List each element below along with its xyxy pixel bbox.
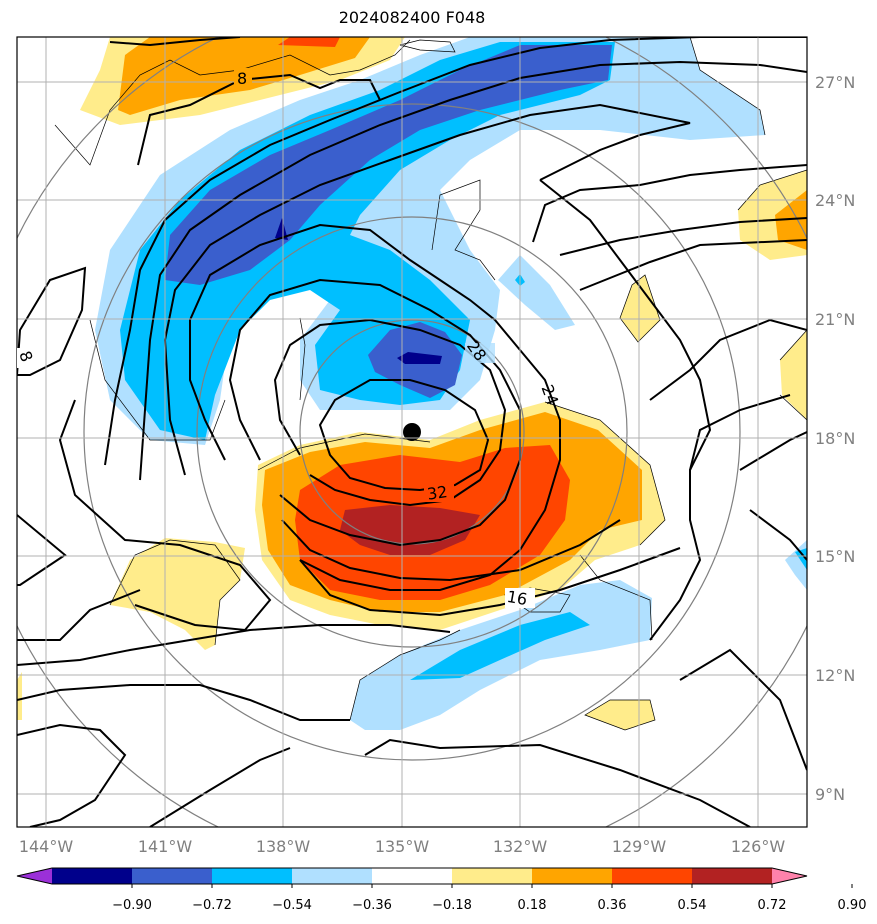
lat-label: 21°N bbox=[815, 310, 855, 329]
positive-east-small bbox=[620, 275, 660, 342]
colorbar-tick-label: −0.54 bbox=[272, 898, 312, 913]
colorbar-extend-low bbox=[17, 868, 52, 884]
colorbar-ticks: −0.90 −0.72 −0.54 −0.36 −0.18 0.18 0.36 0.54 0.7… bbox=[112, 884, 866, 913]
colorbar-extend-high bbox=[772, 868, 807, 884]
colorbar-outline bbox=[16, 867, 808, 885]
colorbar-tick-label: 0.36 bbox=[598, 898, 627, 913]
lat-label: 9°N bbox=[815, 785, 845, 804]
colorbar-segment bbox=[692, 868, 773, 884]
thin-contours bbox=[54, 37, 807, 731]
colorbar-tick-label: 0.18 bbox=[518, 898, 547, 913]
longitude-labels: 144°W 141°W 138°W 135°W 132°W 129°W 126°… bbox=[19, 837, 786, 856]
positive-anomaly-darkred bbox=[340, 505, 480, 555]
negative-south-sky bbox=[410, 612, 590, 680]
lon-label: 129°W bbox=[612, 837, 667, 856]
colorbar-segment bbox=[52, 868, 133, 884]
negative-small-east bbox=[498, 255, 575, 330]
positive-north-red bbox=[278, 37, 340, 47]
lat-label: 12°N bbox=[815, 666, 855, 685]
colorbar-tick-label: −0.18 bbox=[432, 898, 472, 913]
colorbar-segment bbox=[372, 868, 453, 884]
lon-label: 138°W bbox=[256, 837, 311, 856]
colorbar bbox=[16, 867, 808, 885]
lat-label: 18°N bbox=[815, 429, 855, 448]
positive-east-patch-orange bbox=[775, 190, 807, 250]
lat-label: 27°N bbox=[815, 73, 855, 92]
positive-west-edge bbox=[17, 672, 22, 720]
colorbar-tick-label: 0.90 bbox=[838, 898, 867, 913]
contour-label: 16 bbox=[505, 587, 528, 609]
colorbar-tick-label: 0.72 bbox=[758, 898, 787, 913]
map-content bbox=[17, 37, 807, 827]
colorbar-segment bbox=[532, 868, 613, 884]
graticule bbox=[17, 37, 807, 827]
colorbar-segment bbox=[212, 868, 293, 884]
map-title: 2024082400 F048 bbox=[338, 8, 486, 27]
latitude-labels: 27°N 24°N 21°N 18°N 15°N 12°N 9°N bbox=[815, 73, 855, 804]
lon-label: 126°W bbox=[731, 837, 786, 856]
map-frame bbox=[16, 36, 808, 828]
contour-label: 32 bbox=[426, 482, 449, 504]
lon-label: 144°W bbox=[19, 837, 74, 856]
contour-label: 8 bbox=[237, 69, 247, 88]
lon-label: 141°W bbox=[138, 837, 193, 856]
colorbar-tick-label: 0.54 bbox=[678, 898, 707, 913]
negative-east-edge2 bbox=[795, 548, 807, 570]
storm-center-marker bbox=[403, 423, 421, 441]
colorbar-tick-label: −0.72 bbox=[192, 898, 232, 913]
colorbar-segment bbox=[612, 868, 693, 884]
colorbar-segment bbox=[452, 868, 533, 884]
colorbar-segment bbox=[132, 868, 213, 884]
lon-label: 135°W bbox=[375, 837, 430, 856]
lon-label: 132°W bbox=[493, 837, 548, 856]
positive-sw-patch bbox=[110, 538, 245, 650]
positive-south-small bbox=[585, 700, 655, 730]
negative-darkblue-2 bbox=[397, 352, 442, 364]
colorbar-segment bbox=[292, 868, 373, 884]
negative-band-blue bbox=[165, 45, 612, 285]
colorbar-tick-label: −0.90 bbox=[112, 898, 152, 913]
height-contours bbox=[17, 37, 807, 827]
colorbar-tick-label: −0.36 bbox=[352, 898, 392, 913]
lat-label: 24°N bbox=[815, 191, 855, 210]
negative-darkblue-1 bbox=[275, 218, 288, 240]
lat-label: 15°N bbox=[815, 547, 855, 566]
